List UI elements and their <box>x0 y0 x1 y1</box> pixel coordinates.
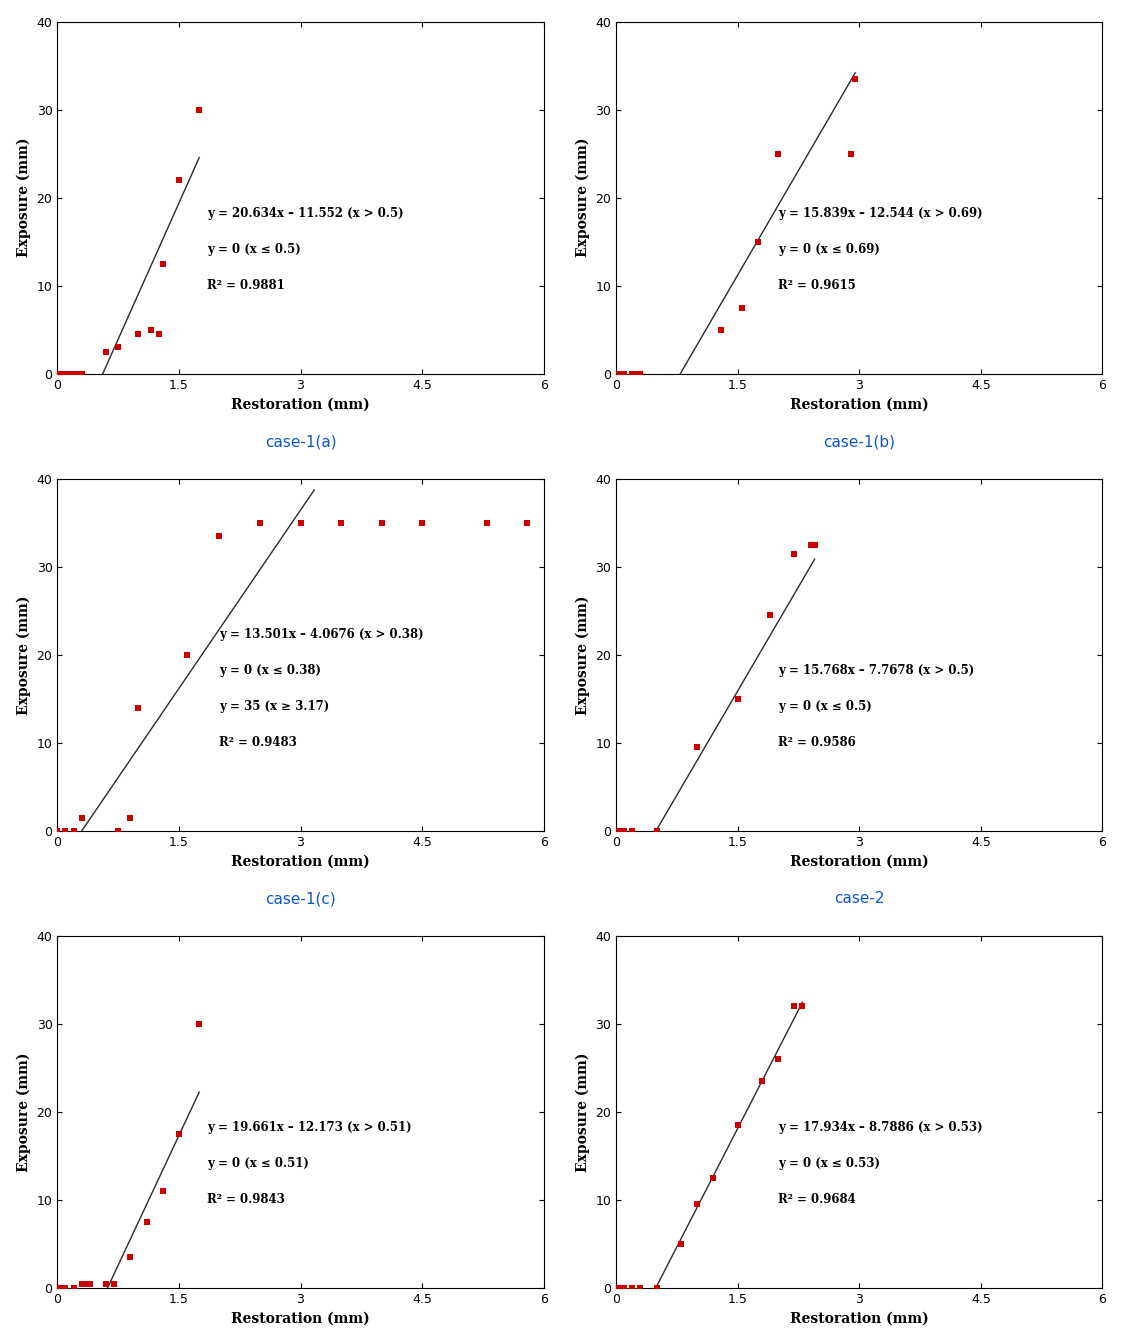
Point <box>154 254 172 275</box>
Point <box>48 1278 66 1299</box>
Y-axis label: Exposure (mm): Exposure (mm) <box>17 1052 31 1172</box>
Point <box>769 144 787 165</box>
Point <box>129 323 147 345</box>
Point <box>648 820 666 841</box>
Point <box>785 542 803 564</box>
Point <box>109 820 127 841</box>
Point <box>729 1114 747 1135</box>
Point <box>847 68 865 90</box>
Point <box>373 513 391 534</box>
Point <box>76 1272 94 1294</box>
Point <box>754 1071 772 1092</box>
Point <box>648 1278 666 1299</box>
Point <box>615 820 633 841</box>
Y-axis label: Exposure (mm): Exposure (mm) <box>575 595 590 714</box>
Point <box>802 534 820 556</box>
Point <box>628 364 646 385</box>
X-axis label: Restoration (mm): Restoration (mm) <box>789 1311 929 1326</box>
Point <box>688 1193 706 1215</box>
Point <box>615 364 633 385</box>
Text: y = 15.768x – 7.7678 (x > 0.5)

y = 0 (x ≤ 0.5)

R² = 0.9586: y = 15.768x – 7.7678 (x > 0.5) y = 0 (x … <box>778 663 975 749</box>
Text: y = 13.501x – 4.0676 (x > 0.38)

y = 0 (x ≤ 0.38)

y = 35 (x ≥ 3.17)

R² = 0.948: y = 13.501x – 4.0676 (x > 0.38) y = 0 (x… <box>219 628 424 749</box>
Point <box>137 1210 155 1232</box>
Point <box>842 144 860 165</box>
X-axis label: Restoration (mm): Restoration (mm) <box>231 855 369 868</box>
Point <box>121 807 139 828</box>
Point <box>749 231 767 252</box>
Point <box>56 364 74 385</box>
Point <box>48 820 66 841</box>
Point <box>179 644 197 666</box>
Text: y = 15.839x – 12.544 (x > 0.69)

y = 0 (x ≤ 0.69)

R² = 0.9615: y = 15.839x – 12.544 (x > 0.69) y = 0 (x… <box>778 207 983 291</box>
X-axis label: Restoration (mm): Restoration (mm) <box>789 855 929 868</box>
Point <box>794 996 812 1017</box>
Point <box>704 1168 722 1189</box>
Point <box>611 1278 629 1299</box>
Point <box>332 513 350 534</box>
Point <box>631 364 649 385</box>
X-axis label: Restoration (mm): Restoration (mm) <box>231 397 369 411</box>
Point <box>53 364 71 385</box>
Point <box>65 364 83 385</box>
Point <box>170 1123 188 1145</box>
Point <box>190 99 208 121</box>
Text: case-1(b): case-1(b) <box>823 435 895 450</box>
Point <box>672 1233 690 1255</box>
Point <box>623 1278 641 1299</box>
X-axis label: Restoration (mm): Restoration (mm) <box>789 397 929 411</box>
Point <box>805 534 823 556</box>
Y-axis label: Exposure (mm): Exposure (mm) <box>17 595 31 714</box>
Point <box>785 996 803 1017</box>
Point <box>413 513 431 534</box>
Point <box>732 297 750 318</box>
Point <box>65 820 83 841</box>
Point <box>121 1247 139 1268</box>
Text: y = 20.634x – 11.552 (x > 0.5)

y = 0 (x ≤ 0.5)

R² = 0.9881: y = 20.634x – 11.552 (x > 0.5) y = 0 (x … <box>208 207 404 291</box>
Point <box>688 737 706 758</box>
Point <box>608 820 626 841</box>
Point <box>109 337 127 358</box>
Point <box>154 1181 172 1202</box>
Point <box>129 696 147 718</box>
Point <box>252 513 270 534</box>
Point <box>56 1278 74 1299</box>
X-axis label: Restoration (mm): Restoration (mm) <box>231 1311 369 1326</box>
Point <box>729 688 747 710</box>
Point <box>65 1278 83 1299</box>
Point <box>106 1272 124 1294</box>
Point <box>712 319 730 341</box>
Point <box>478 513 496 534</box>
Point <box>170 169 188 191</box>
Point <box>608 1278 626 1299</box>
Text: case-2: case-2 <box>834 891 885 906</box>
Text: case-1(c): case-1(c) <box>265 891 336 906</box>
Point <box>81 1272 99 1294</box>
Point <box>48 364 66 385</box>
Point <box>292 513 310 534</box>
Point <box>141 319 159 341</box>
Point <box>73 807 91 828</box>
Point <box>608 364 626 385</box>
Text: case-1(a): case-1(a) <box>265 435 336 450</box>
Point <box>210 525 228 546</box>
Point <box>611 364 629 385</box>
Point <box>56 820 74 841</box>
Text: y = 19.661x – 12.173 (x > 0.51)

y = 0 (x ≤ 0.51)

R² = 0.9843: y = 19.661x – 12.173 (x > 0.51) y = 0 (x… <box>208 1121 412 1205</box>
Point <box>69 364 86 385</box>
Point <box>615 1278 633 1299</box>
Point <box>623 820 641 841</box>
Point <box>97 1272 115 1294</box>
Y-axis label: Exposure (mm): Exposure (mm) <box>575 1052 590 1172</box>
Point <box>61 364 79 385</box>
Point <box>761 604 779 625</box>
Point <box>611 820 629 841</box>
Point <box>97 341 115 362</box>
Point <box>519 513 537 534</box>
Y-axis label: Exposure (mm): Exposure (mm) <box>575 138 590 258</box>
Point <box>149 323 167 345</box>
Point <box>190 1013 208 1035</box>
Point <box>73 1272 91 1294</box>
Text: y = 17.934x – 8.7886 (x > 0.53)

y = 0 (x ≤ 0.53)

R² = 0.9684: y = 17.934x – 8.7886 (x > 0.53) y = 0 (x… <box>778 1121 983 1205</box>
Point <box>631 1278 649 1299</box>
Y-axis label: Exposure (mm): Exposure (mm) <box>17 138 31 258</box>
